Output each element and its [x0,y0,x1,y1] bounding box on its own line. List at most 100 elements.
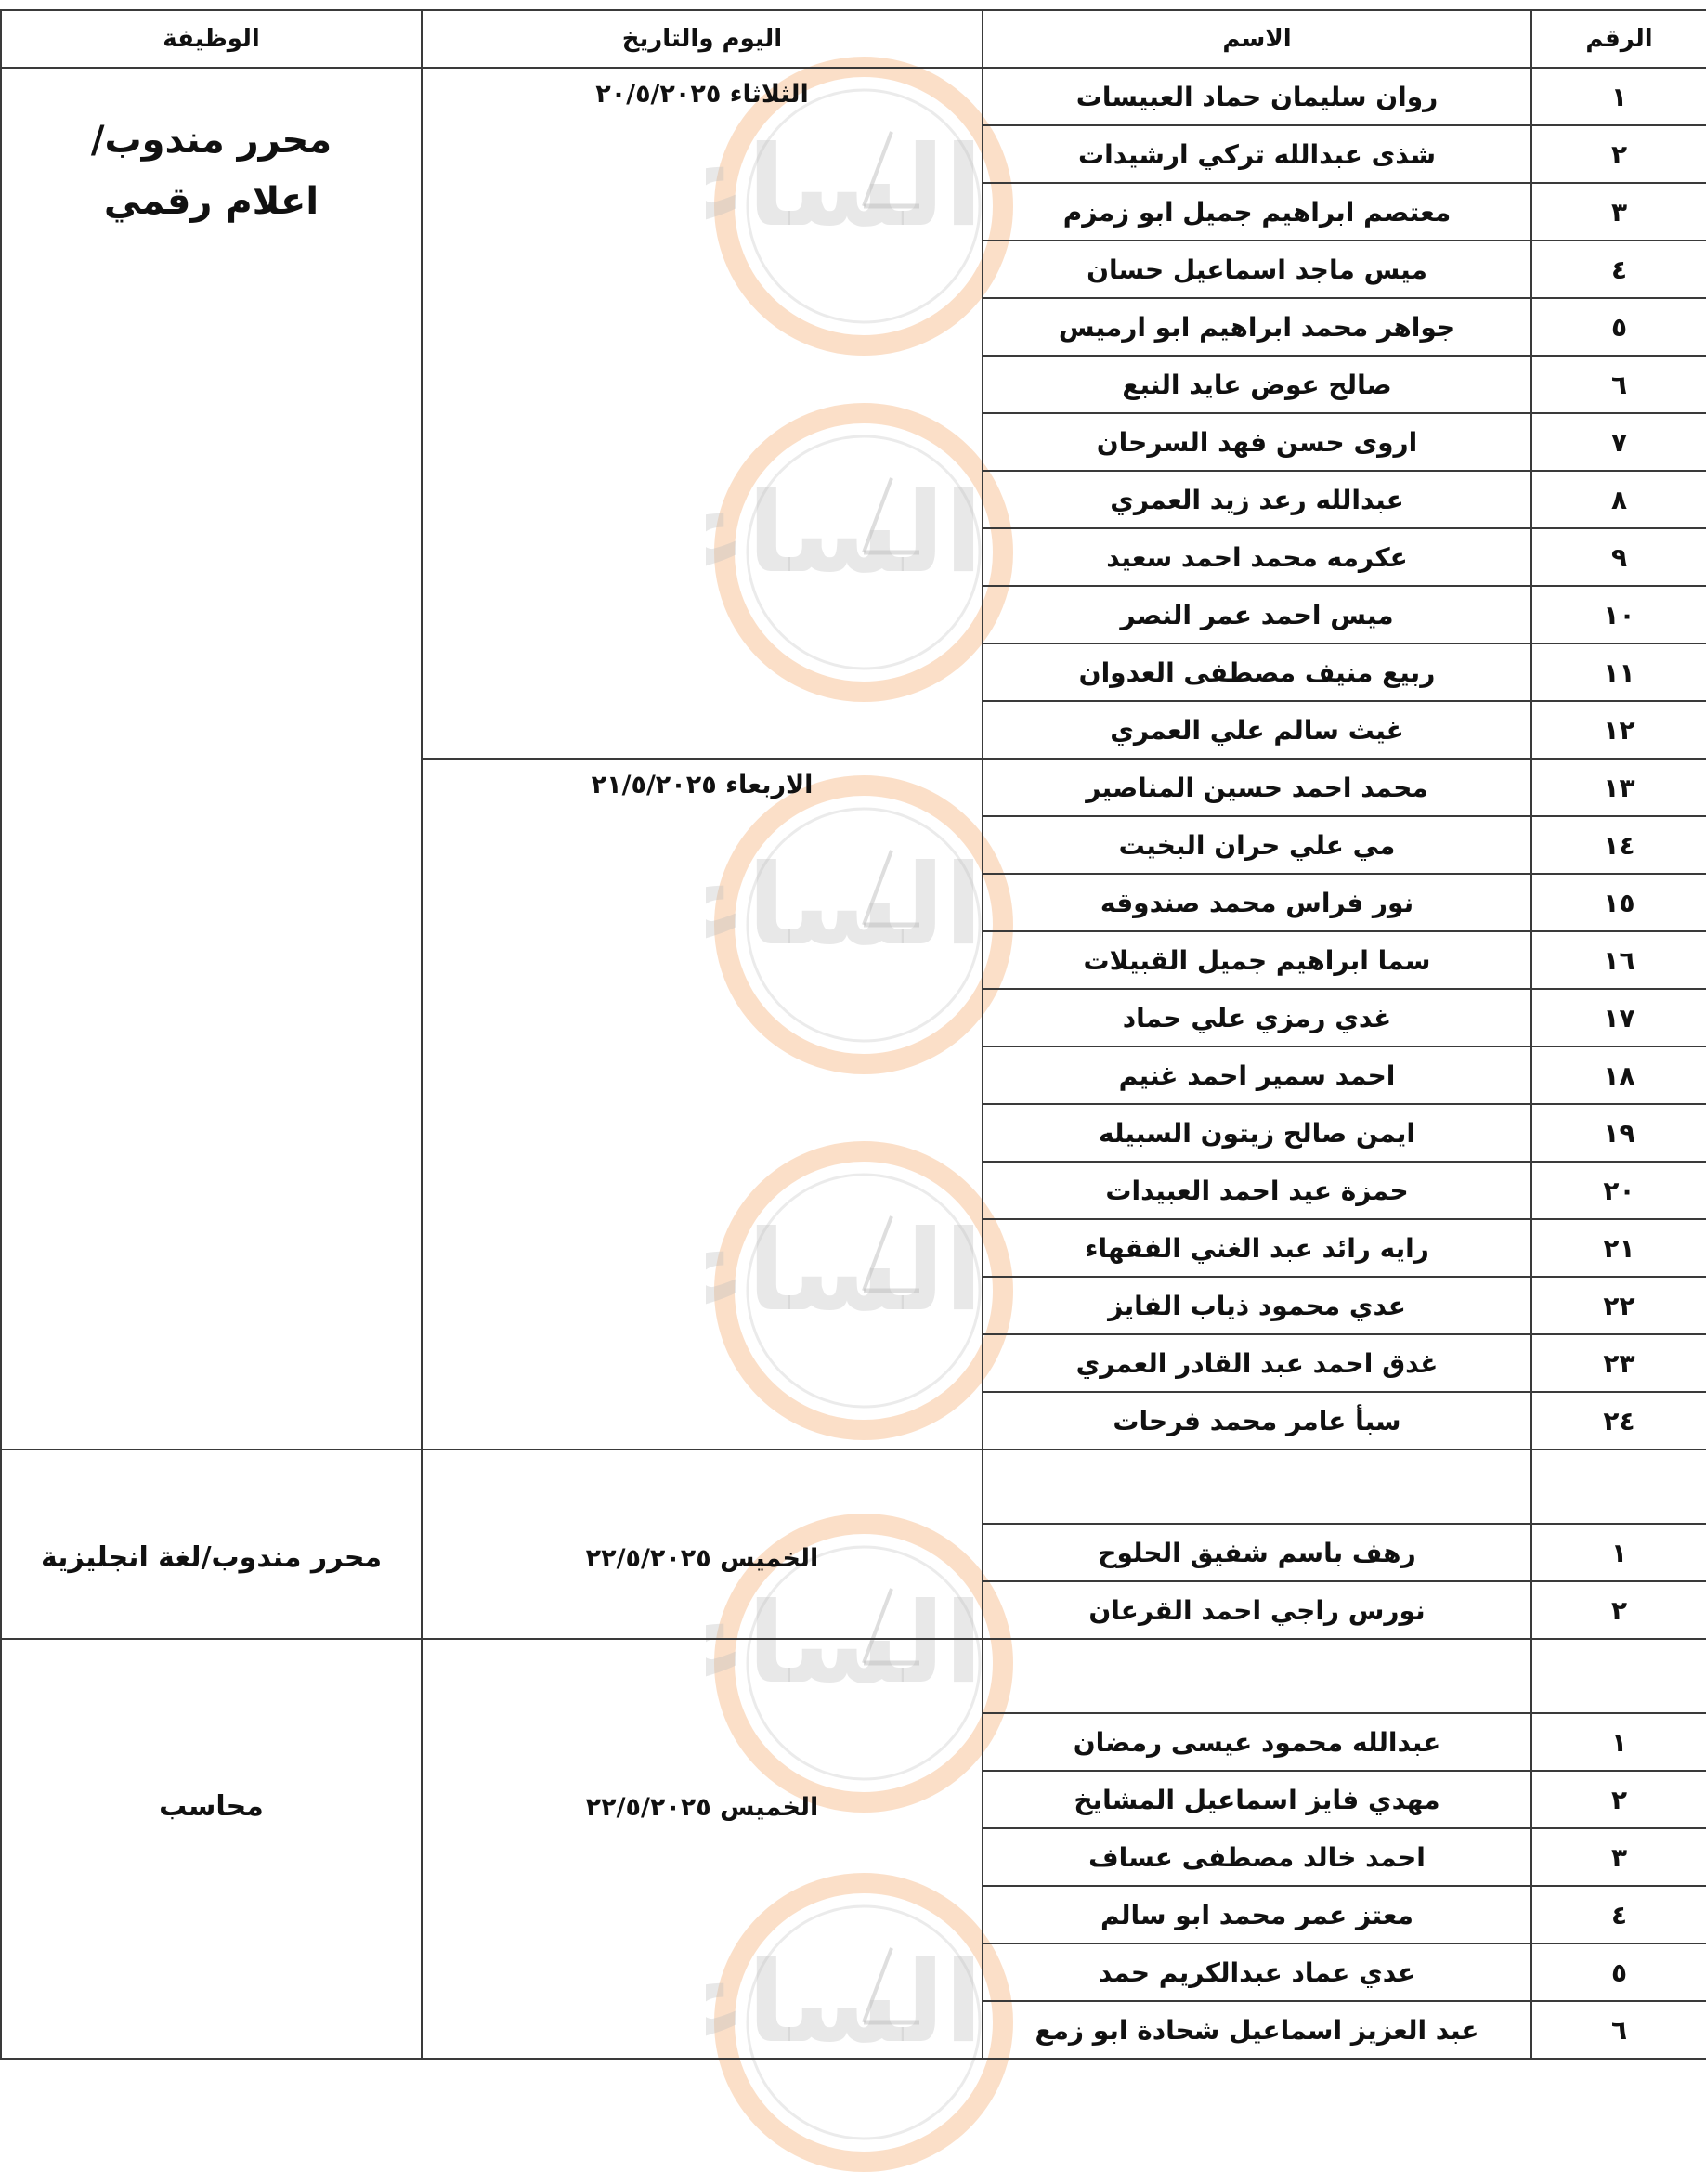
row-number: ٢ [1530,1580,1706,1640]
candidate-name: عبد العزيز اسماعيل شحادة ابو زمع [982,2000,1532,2060]
header-date: اليوم والتاريخ [421,9,983,69]
table-row: ٦ عبد العزيز اسماعيل شحادة ابو زمع [1,2000,1706,2060]
blank-row: الخميس ٢٢/٥/٢٠٢٥ محرر مندوب/لغة انجليزية [0,1449,1706,1640]
candidate-name: ربيع منيف مصطفى العدوان [982,643,1532,702]
row-number: ١٠ [1530,585,1706,644]
date-cell: الخميس ٢٢/٥/٢٠٢٥ [421,1449,983,1640]
table-row: ٩ عكرمه محمد احمد سعيد [1,527,1706,587]
table-row: ٢ مهدي فايز اسماعيل المشايخ [1,1770,1706,1829]
table-row: ١ عبدالله محمود عيسى رمضان [1,1712,1706,1772]
job-title-line: محرر مندوب/ [90,119,332,162]
job-cell: محرر مندوب/لغة انجليزية [0,1449,423,1640]
row-number: ٥ [1530,297,1706,357]
candidate-name: سما ابراهيم جميل القبيلات [982,930,1532,990]
candidate-name: روان سليمان حماد العبيسات [982,67,1532,126]
candidate-name: نورس راجي احمد القرعان [982,1580,1532,1640]
row-number: ٨ [1530,470,1706,529]
job-title-line: محرر مندوب/لغة انجليزية [40,1541,383,1574]
row-number: ١١ [1530,643,1706,702]
row-number: ٢٠ [1530,1161,1706,1220]
row-number: ٢ [1530,124,1706,184]
name-cell-empty [982,1449,1532,1525]
candidate-name: عكرمه محمد احمد سعيد [982,527,1532,587]
date-cell: الاربعاء ٢١/٥/٢٠٢٥ [421,758,983,1450]
candidate-name: غدي رمزي علي حماد [982,988,1532,1047]
row-number: ٣ [1530,1827,1706,1887]
candidate-name: معتصم ابراهيم جميل ابو زمزم [982,182,1532,241]
candidate-name: معتز عمر محمد ابو سالم [982,1885,1532,1944]
row-number: ١٣ [1530,758,1706,817]
candidate-name: نور فراس محمد صندوقه [982,873,1532,932]
row-number: ١ [1530,67,1706,126]
row-number: ١٥ [1530,873,1706,932]
table-row: ٣ معتصم ابراهيم جميل ابو زمزم [1,182,1706,241]
row-number: ٣ [1530,182,1706,241]
table-row: ١٧ غدي رمزي علي حماد [1,988,1706,1047]
date-cell: الثلاثاء ٢٠/٥/٢٠٢٥ [421,67,983,760]
candidate-name: جواهر محمد ابراهيم ابو ارميس [982,297,1532,357]
table-row: ٥ جواهر محمد ابراهيم ابو ارميس [1,297,1706,357]
row-number: ١٦ [1530,930,1706,990]
number-cell-empty [1530,1638,1706,1714]
table-row: ٢٤ سبأ عامر محمد فرحات [1,1391,1706,1450]
candidate-name: احمد سمير احمد غنيم [982,1046,1532,1105]
table-row: ١١ ربيع منيف مصطفى العدوان [1,643,1706,702]
table-row: ٤ معتز عمر محمد ابو سالم [1,1885,1706,1944]
table-row: ٢٣ غدق احمد عبد القادر العمري [1,1333,1706,1393]
candidate-name: مي علي حران البخيت [982,815,1532,875]
table-row: ١٩ ايمن صالح زيتون السبيله [1,1103,1706,1163]
row-number: ١٩ [1530,1103,1706,1163]
job-title-line: محاسب [159,1790,264,1823]
candidate-name: عدي محمود ذياب الفايز [982,1276,1532,1335]
candidate-name: عبدالله رعد زيد العمري [982,470,1532,529]
job-cell: محاسب [0,1638,423,2060]
name-cell-empty [982,1638,1532,1714]
date-label: الثلاثاء ٢٠/٥/٢٠٢٥ [595,80,809,109]
date-label: الخميس ٢٢/٥/٢٠٢٥ [585,1792,819,1822]
table-row: ٢٢ عدي محمود ذياب الفايز [1,1276,1706,1335]
row-number: ١ [1530,1523,1706,1582]
table-row: ٢ نورس راجي احمد القرعان [1,1580,1706,1640]
table-row: ١٥ نور فراس محمد صندوقه [1,873,1706,932]
header-row: الرقم الاسم اليوم والتاريخ الوظيفة [0,9,1706,69]
date-label: الاربعاء ٢١/٥/٢٠٢٥ [591,771,814,800]
candidate-name: ميس احمد عمر النصر [982,585,1532,644]
row-number: ٢٤ [1530,1391,1706,1450]
candidate-name: اروى حسن فهد السرحان [982,412,1532,472]
table-row: ٧ اروى حسن فهد السرحان [1,412,1706,472]
candidate-name: ايمن صالح زيتون السبيله [982,1103,1532,1163]
date-cell: الخميس ٢٢/٥/٢٠٢٥ [421,1638,983,2060]
candidate-name: غدق احمد عبد القادر العمري [982,1333,1532,1393]
candidate-name: شذى عبدالله تركي ارشيدات [982,124,1532,184]
table-row: ١٨ احمد سمير احمد غنيم [1,1046,1706,1105]
table-row: ٤ ميس ماجد اسماعيل حسان [1,240,1706,299]
table-row: ١٠ ميس احمد عمر النصر [1,585,1706,644]
number-cell-empty [1530,1449,1706,1525]
candidate-name: سبأ عامر محمد فرحات [982,1391,1532,1450]
row-number: ٩ [1530,527,1706,587]
row-number: ٥ [1530,1943,1706,2002]
blank-row: الخميس ٢٢/٥/٢٠٢٥ محاسب [0,1638,1706,2060]
candidate-name: صالح عوض عايد النبع [982,355,1532,414]
row-number: ١٨ [1530,1046,1706,1105]
candidate-name: غيث سالم علي العمري [982,700,1532,760]
row-number: ١٢ [1530,700,1706,760]
header-job: الوظيفة [0,9,423,69]
candidate-name: رايه رائد عبد الغني الفقهاء [982,1218,1532,1278]
job-title-line: اعلام رقمي [103,180,319,223]
table-row: ١ رهف باسم شفيق الحلوح [1,1523,1706,1582]
table-row: ٦ صالح عوض عايد النبع [1,355,1706,414]
table-row: ١٢ غيث سالم علي العمري [1,700,1706,760]
table-row: ٨ عبدالله رعد زيد العمري [1,470,1706,529]
row-number: ٧ [1530,412,1706,472]
table-row: ١٦ سما ابراهيم جميل القبيلات [1,930,1706,990]
row-number: ١٤ [1530,815,1706,875]
row-number: ٤ [1530,240,1706,299]
candidate-name: ميس ماجد اسماعيل حسان [982,240,1532,299]
candidate-name: حمزة عيد احمد العبيدات [982,1161,1532,1220]
candidate-name: مهدي فايز اسماعيل المشايخ [982,1770,1532,1829]
candidates-table: الرقم الاسم اليوم والتاريخ الوظيفة ١ روان… [0,9,1706,2060]
table-row: ١٤ مي علي حران البخيت [1,815,1706,875]
job-cell: محرر مندوب/اعلام رقمي [0,67,423,1450]
row-number: ١ [1530,1712,1706,1772]
